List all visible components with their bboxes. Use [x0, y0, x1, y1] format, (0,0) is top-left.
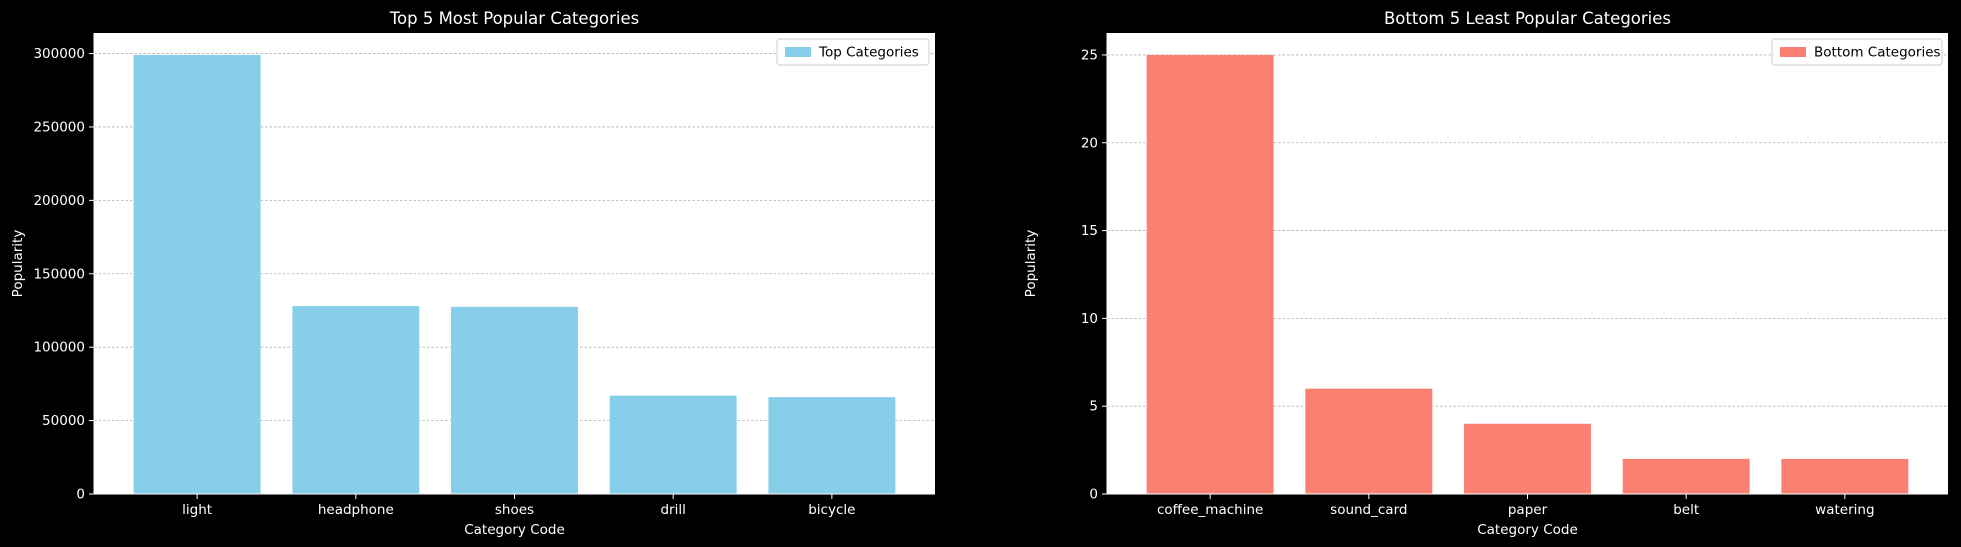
bottom-bar [1464, 423, 1591, 494]
bottom-bar [1146, 54, 1274, 494]
bottom-legend [1771, 38, 1943, 66]
top-ytick-label: 250000 [33, 119, 85, 135]
top-bar [133, 55, 261, 495]
top-bar [609, 395, 737, 494]
top-xtick-label: drill [660, 502, 685, 518]
top-ytick-label: 0 [76, 487, 85, 503]
top-xtick-label: light [182, 502, 212, 518]
bottom-ytick-label: 5 [1089, 399, 1098, 415]
bottom-legend-label: Bottom Categories [1814, 45, 1941, 61]
top-ytick-label: 150000 [33, 266, 85, 282]
bottom-xtick-label: belt [1673, 502, 1699, 518]
bottom-ytick-label: 15 [1081, 223, 1098, 239]
top-xtick-label: bicycle [808, 502, 855, 518]
bottom-y-axis-label: Popularity [1023, 230, 1039, 298]
bottom-ytick-label: 25 [1081, 47, 1098, 63]
bottom-x-axis-label: Category Code [1477, 522, 1578, 538]
bottom-ytick-label: 10 [1081, 311, 1098, 327]
bottom-xtick-label: sound_card [1330, 502, 1407, 518]
bottom-ytick-label: 20 [1081, 135, 1098, 151]
top-bar [451, 306, 578, 494]
bottom-bar [1622, 458, 1750, 494]
bottom-chart: 0 5 10 15 20 25 coffee_machine sound_card paper b… [1023, 9, 1948, 538]
top-bar [292, 306, 420, 494]
top-legend [776, 38, 930, 66]
top-ytick-label: 100000 [33, 340, 85, 356]
top-legend-label: Top Categories [818, 45, 919, 61]
bottom-xtick-label: watering [1815, 502, 1874, 518]
top-xtick-label: shoes [495, 502, 534, 518]
top-legend-swatch [785, 47, 811, 57]
bottom-bar [1781, 458, 1909, 494]
bottom-legend-swatch [1780, 47, 1806, 57]
top-ytick-label: 50000 [42, 413, 85, 429]
bottom-xtick-label: coffee_machine [1157, 502, 1263, 518]
top-ytick-label: 300000 [33, 46, 85, 62]
top-chart: 0 50000 100000 150000 200000 250000 300000 ligh… [10, 9, 935, 538]
top-chart-title: Top 5 Most Popular Categories [389, 9, 640, 28]
top-x-axis-label: Category Code [464, 522, 565, 538]
bottom-ytick-label: 0 [1089, 487, 1098, 503]
bottom-chart-title: Bottom 5 Least Popular Categories [1384, 9, 1671, 28]
top-y-axis-label: Popularity [10, 230, 26, 298]
top-xtick-label: headphone [318, 502, 394, 518]
top-ytick-label: 200000 [33, 193, 85, 209]
bottom-bar [1305, 388, 1433, 494]
bottom-xtick-label: paper [1508, 502, 1548, 518]
top-bar [768, 397, 896, 494]
